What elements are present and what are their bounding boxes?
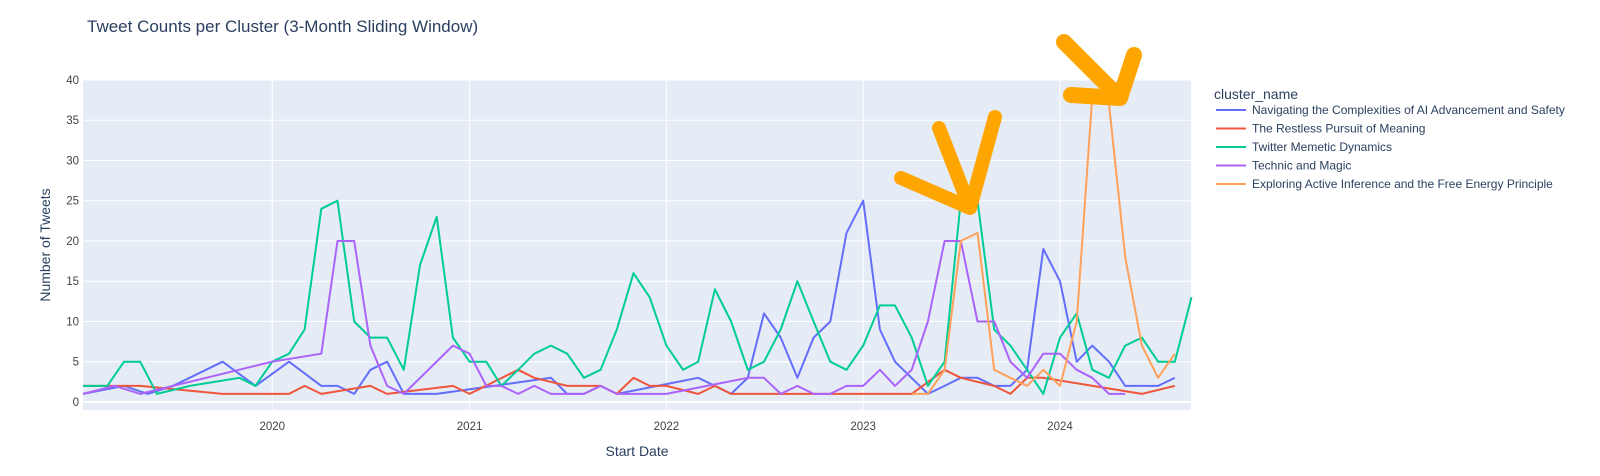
arrow-annotation-left [894,110,1002,215]
legend-label: Technic and Magic [1252,159,1351,173]
x-axis-title: Start Date [605,443,668,459]
legend-label: Exploring Active Inference and the Free … [1252,177,1553,191]
x-tick-label: 2021 [457,421,483,433]
arrow-annotation-right [1056,34,1142,106]
legend-label: Twitter Memetic Dynamics [1252,140,1392,154]
legend-items: Navigating the Complexities of AI Advanc… [1216,103,1565,191]
y-tick-label: 40 [66,75,79,87]
series-line-3 [83,199,1193,395]
x-tick-label: 2023 [850,421,876,433]
annotation-arrows [894,34,1142,215]
series-line-4 [82,240,1126,395]
x-tick-label: 2022 [654,421,680,433]
legend-label: The Restless Pursuit of Meaning [1252,122,1425,136]
legend: cluster_name Navigating the Complexities… [1214,86,1565,191]
y-tick-labels: 0 5 10 15 20 25 30 35 40 [66,75,79,409]
plot-area [83,80,1191,410]
y-tick-label: 35 [66,115,79,127]
x-tick-label: 2020 [259,421,285,433]
y-tick-label: 10 [66,316,79,328]
y-axis-title: Number of Tweets [37,188,53,301]
y-tick-label: 20 [66,236,79,248]
y-tick-label: 15 [66,276,79,288]
y-tick-label: 30 [66,155,79,167]
series-line-1 [82,199,1176,395]
x-tick-label: 2024 [1047,421,1073,433]
chart-title: Tweet Counts per Cluster (3-Month Slidin… [87,17,478,36]
x-tick-labels: 2020 2021 2022 2023 2024 [259,421,1073,433]
y-tick-label: 25 [66,196,79,208]
y-tick-label: 0 [73,397,79,409]
y-tick-label: 5 [73,357,79,369]
legend-label: Navigating the Complexities of AI Advanc… [1252,103,1565,117]
series-line-5 [911,95,1176,395]
legend-title: cluster_name [1214,86,1298,102]
series-lines [82,95,1193,395]
